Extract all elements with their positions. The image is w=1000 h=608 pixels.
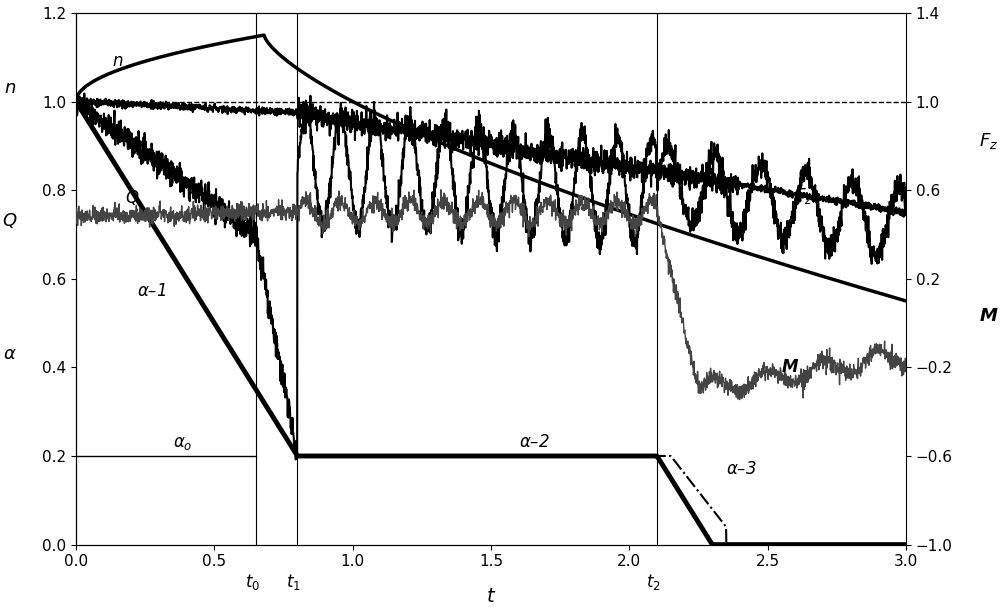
- Text: $t_2$: $t_2$: [646, 572, 661, 592]
- X-axis label: t: t: [487, 587, 495, 606]
- Text: Q: Q: [3, 212, 17, 230]
- Text: n: n: [112, 52, 122, 70]
- Text: $t_0$: $t_0$: [245, 572, 260, 592]
- Text: n: n: [4, 78, 15, 97]
- Text: M: M: [781, 358, 798, 376]
- Text: M: M: [980, 307, 998, 325]
- Text: $\alpha$: $\alpha$: [3, 345, 16, 362]
- Text: $\alpha$–2: $\alpha$–2: [519, 433, 549, 451]
- Text: $\alpha$–1: $\alpha$–1: [137, 283, 166, 300]
- Text: $F_z$: $F_z$: [979, 131, 999, 151]
- Text: $\alpha_o$: $\alpha_o$: [173, 434, 192, 452]
- Text: $\alpha$–3: $\alpha$–3: [726, 460, 757, 478]
- Text: Q: Q: [126, 190, 139, 207]
- Text: $F_z$: $F_z$: [795, 186, 813, 206]
- Text: $t_1$: $t_1$: [286, 572, 301, 592]
